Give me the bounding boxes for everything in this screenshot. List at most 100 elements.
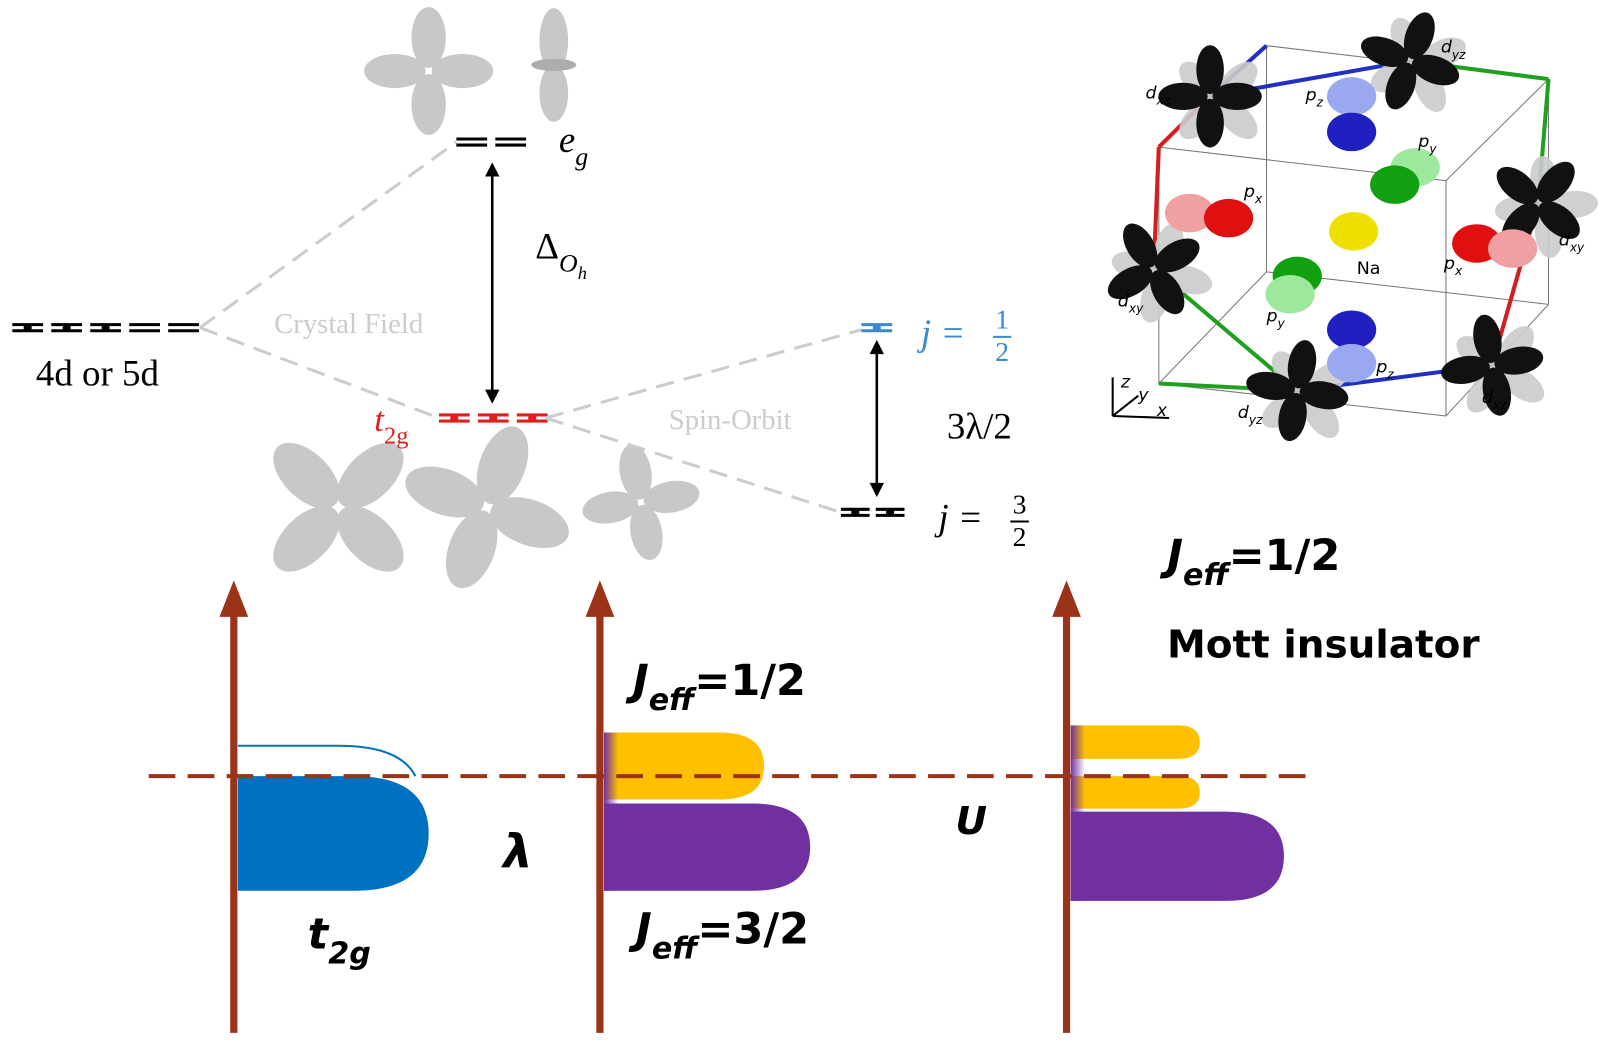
- electron: [886, 508, 894, 516]
- orbital: [217, 387, 461, 628]
- arrow-head: [485, 162, 499, 176]
- center-atom-label: Na: [1357, 259, 1381, 279]
- label-main: J: [625, 656, 649, 706]
- label-sub: x: [1454, 264, 1463, 278]
- axis-label: y: [1137, 386, 1149, 406]
- atom-orbital: [1327, 344, 1376, 383]
- fraction-lhs: j =: [934, 497, 982, 538]
- fraction-num: 1: [995, 304, 1009, 335]
- connector: [200, 328, 439, 418]
- label-sub: x: [1254, 192, 1263, 206]
- band-edge-shade: [1071, 725, 1085, 901]
- label-sub: O: [559, 249, 578, 278]
- orbital-label: dyz: [1238, 403, 1263, 427]
- orbital: [364, 7, 493, 135]
- fraction-num: 3: [1013, 489, 1027, 520]
- energy-axis-head: [586, 580, 615, 617]
- electron: [63, 324, 71, 332]
- page: {"energy_diagram": { "atomic_level": "4d…: [0, 0, 1608, 1045]
- jeff-three-half-band: [604, 804, 810, 891]
- label-main: p: [1265, 307, 1277, 327]
- label-sub: z: [1316, 96, 1324, 110]
- energy-axis-head: [219, 580, 248, 617]
- orbital-label: px: [1243, 182, 1263, 206]
- unfilled-band-outline: [238, 746, 415, 776]
- label-sub: g: [575, 142, 588, 171]
- label-main: p: [1375, 357, 1387, 377]
- label-main: p: [1443, 254, 1455, 274]
- electron: [873, 324, 881, 332]
- label-rest: =3/2: [697, 905, 809, 955]
- t2g-band: [238, 776, 429, 891]
- label-main: e: [559, 119, 575, 160]
- label-main: J: [628, 905, 652, 955]
- jeff-three-half-label: Jeff=3/2: [628, 905, 809, 967]
- orbital-label: pz: [1304, 86, 1323, 110]
- arrow-head: [870, 483, 884, 497]
- arrow-head: [870, 340, 884, 354]
- label-sub: xy: [1128, 301, 1144, 315]
- label-rest: =1/2: [1229, 531, 1341, 581]
- orbital-lobe: [411, 74, 445, 135]
- fraction-lhs: j =: [917, 312, 965, 353]
- label-main: p: [1243, 182, 1255, 202]
- atom-orbital: [1329, 212, 1378, 251]
- jeff-half-label: Jeff=1/2: [625, 656, 806, 718]
- atom-orbital: [1204, 199, 1253, 238]
- label-sub: yz: [1451, 48, 1466, 62]
- label-sub: y: [1428, 142, 1437, 156]
- electron: [851, 508, 859, 516]
- label-main: t: [308, 910, 330, 960]
- label-rest: =1/2: [694, 656, 806, 706]
- splitting-label: 3λ/2: [947, 405, 1012, 446]
- spin-orbit-label: Spin-Orbit: [669, 405, 792, 436]
- orbital-lobe: [531, 59, 576, 71]
- t2g-band-label: t2g: [308, 910, 371, 972]
- arrow-head: [485, 390, 499, 404]
- electron: [528, 414, 536, 422]
- lower-hubbard-band: [1071, 776, 1200, 808]
- electron: [489, 414, 497, 422]
- connector: [200, 142, 456, 328]
- fraction-den: 2: [995, 336, 1009, 367]
- orbital-lobe: [325, 494, 415, 584]
- electron: [102, 324, 110, 332]
- orbital-lobe: [539, 65, 568, 122]
- orbital-lobe: [261, 494, 351, 584]
- jeff-three-half-band: [1071, 812, 1284, 901]
- t2g-level-label: t2g: [374, 400, 408, 449]
- atom-orbital: [1327, 77, 1376, 116]
- label-subsub: h: [578, 263, 587, 283]
- label-main: p: [1417, 132, 1429, 152]
- label-sub: y: [1277, 317, 1286, 331]
- orbital: [572, 434, 709, 570]
- atom-orbital: [1488, 229, 1537, 268]
- label-sub: yz: [1248, 413, 1263, 427]
- label-sub: eff: [652, 932, 701, 967]
- atom-orbital: [1370, 165, 1419, 204]
- label-sub: z: [1386, 367, 1394, 381]
- upper-hubbard-band: [1071, 725, 1200, 758]
- mott-label: Mott insulator: [1167, 623, 1480, 668]
- label-sub: 2g: [328, 937, 371, 972]
- label-main: J: [1159, 531, 1183, 581]
- eg-label: eg: [559, 119, 588, 171]
- label-main: Δ: [535, 226, 559, 267]
- energy-axis-head: [1052, 580, 1081, 617]
- orbital-lobe: [1213, 83, 1262, 110]
- orbital-lobe: [432, 54, 494, 88]
- orbital-lobe: [261, 431, 351, 521]
- delta-label: ΔOh: [535, 226, 587, 283]
- orbital-lobe: [1196, 99, 1224, 148]
- fraction-den: 2: [1013, 521, 1027, 552]
- orbital-lobe: [364, 54, 426, 88]
- axis-label: z: [1120, 373, 1131, 393]
- label-sub: xy: [1569, 241, 1585, 255]
- orbital: [531, 8, 576, 122]
- crystal-field-label: Crystal Field: [274, 309, 423, 340]
- label-sub: eff: [649, 683, 698, 718]
- label-main: p: [1304, 86, 1316, 106]
- label-sub: 2g: [384, 422, 408, 449]
- label-sub: eff: [1183, 558, 1232, 593]
- label-sub: xz: [1156, 94, 1171, 108]
